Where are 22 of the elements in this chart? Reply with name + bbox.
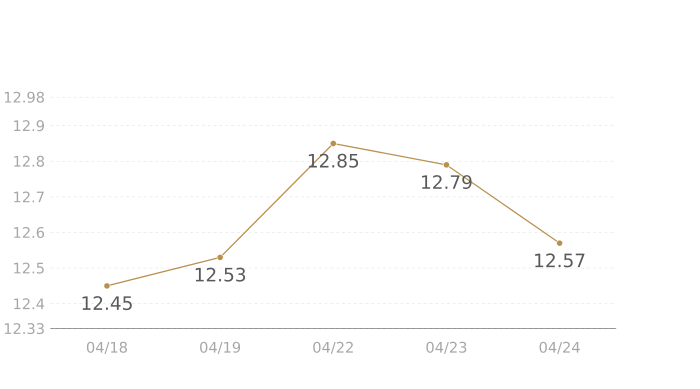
- y-tick-label: 12.8: [14, 156, 44, 167]
- y-tick-label: 12.4: [14, 298, 44, 310]
- y-tick-label: 12.6: [14, 227, 44, 238]
- y-tick-label: 12.9: [14, 120, 44, 132]
- data-label: 12.45: [82, 296, 132, 310]
- data-label: 12.57: [535, 253, 584, 268]
- point: [443, 162, 450, 168]
- y-tick-label: 12.5: [14, 262, 44, 274]
- y-tick-label: 12.33: [4, 323, 44, 334]
- y-tick-label: 12.98: [4, 92, 44, 103]
- x-tick-label: 04/24: [540, 342, 580, 354]
- data-label: 12.79: [422, 175, 472, 190]
- point: [330, 140, 337, 147]
- x-tick-label: 04/19: [200, 342, 240, 354]
- data-label: 12.53: [196, 268, 246, 282]
- y-tick-label: 12.7: [14, 192, 44, 202]
- x-tick-label: 04/18: [86, 342, 127, 354]
- x-tick-label: 04/23: [426, 342, 466, 354]
- point: [556, 240, 564, 247]
- point: [216, 254, 224, 261]
- point: [104, 282, 110, 290]
- x-tick-label: 04/22: [313, 342, 353, 354]
